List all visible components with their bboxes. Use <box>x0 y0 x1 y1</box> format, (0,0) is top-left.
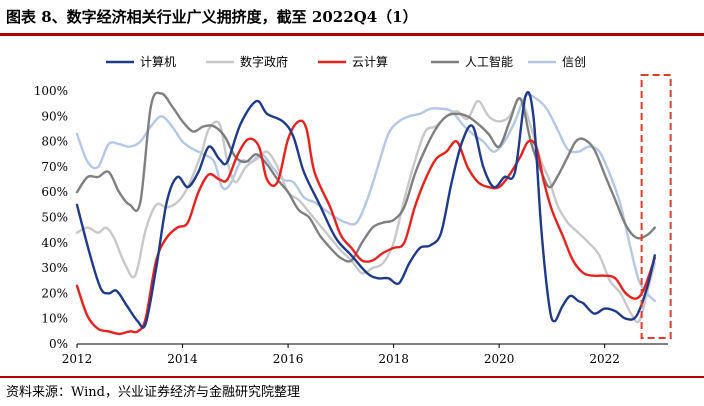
series-line-5 <box>75 93 656 303</box>
y-tick-label: 20% <box>41 286 68 300</box>
source-note: 资料来源：Wind，兴业证券经济与金融研究院整理 <box>6 385 300 400</box>
legend-label: 数字政府 <box>240 54 288 69</box>
series-line-1 <box>75 90 656 329</box>
legend-label: 信创 <box>562 55 586 69</box>
y-tick-label: 100% <box>34 84 68 98</box>
x-tick-label: 2014 <box>167 352 198 366</box>
x-axis-ticks: 2012 2014 2016 2018 2020 2022 <box>62 344 620 366</box>
y-tick-label: 50% <box>41 211 68 225</box>
source-rule <box>0 376 704 378</box>
x-tick-label: 2022 <box>589 352 620 366</box>
series-lines <box>75 90 656 336</box>
series-line-3 <box>75 119 656 336</box>
legend-label: 人工智能 <box>465 54 513 69</box>
y-tick-label: 0% <box>49 337 68 351</box>
x-tick-label: 2016 <box>273 352 304 366</box>
x-tick-label: 2018 <box>378 352 409 366</box>
figure-title: 图表 8、数字经济相关行业广义拥挤度，截至 2022Q4（1） <box>6 8 418 26</box>
legend-label: 云计算 <box>352 54 388 69</box>
series-line-4 <box>75 91 656 263</box>
y-tick-label: 90% <box>41 109 68 123</box>
highlight-box <box>640 74 672 339</box>
y-axis-ticks: 0% 10% 20% 30% 40% 50% 60% 70% 80% 90% 100% <box>34 84 68 351</box>
series-line-2 <box>75 97 656 324</box>
x-tick-label: 2020 <box>484 352 515 366</box>
y-tick-label: 80% <box>41 135 68 149</box>
chart-legend: 计算机 数字政府 云计算 人工智能 信创 <box>106 54 586 69</box>
y-tick-label: 10% <box>41 312 68 326</box>
legend-label: 计算机 <box>140 54 176 69</box>
y-tick-label: 60% <box>41 185 68 199</box>
y-tick-label: 40% <box>41 236 68 250</box>
title-rule <box>0 33 704 36</box>
x-tick-label: 2012 <box>62 352 93 366</box>
y-tick-label: 70% <box>41 160 68 174</box>
y-tick-label: 30% <box>41 261 68 275</box>
